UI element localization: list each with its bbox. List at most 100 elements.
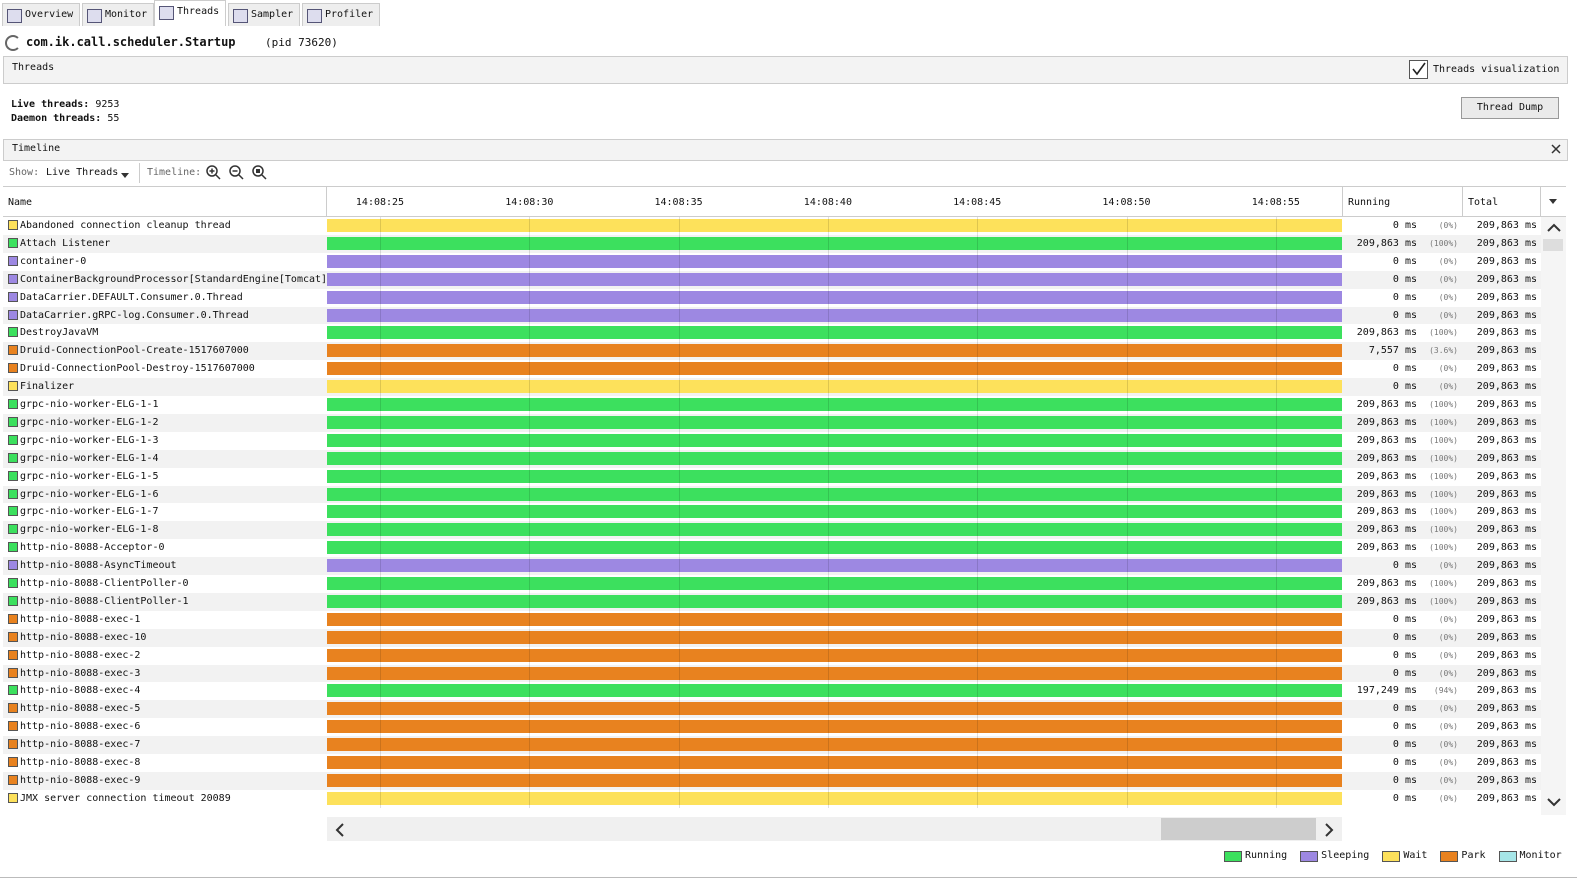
time-grid-line — [977, 252, 979, 271]
thread-row: http-nio-8088-exec-5 0 ms (0%) 209,863 ms — [3, 700, 1541, 719]
app-name: com.ik.call.scheduler.Startup — [26, 35, 236, 49]
time-grid-line — [380, 646, 381, 665]
legend-swatch — [1300, 851, 1319, 862]
loading-icon — [5, 35, 21, 51]
time-grid-line — [529, 646, 531, 665]
time-grid-line — [380, 575, 381, 593]
state-swatch — [8, 220, 18, 230]
time-grid-line — [977, 503, 979, 522]
time-grid-line — [678, 252, 680, 271]
timeline-bar — [327, 362, 1342, 376]
timeline-bar — [327, 648, 1342, 662]
show-dropdown[interactable]: Live Threads — [46, 167, 130, 178]
time-grid-line — [529, 557, 531, 576]
daemon-label: Daemon threads: — [11, 113, 102, 124]
total-time: 209,863 ms — [1476, 774, 1537, 786]
state-swatch — [8, 488, 18, 499]
time-grid-line — [1275, 610, 1277, 629]
scroll-thumb[interactable] — [1161, 818, 1316, 840]
thread-name: Abandoned connection cleanup thread — [20, 220, 231, 231]
zoom-in[interactable] — [206, 165, 221, 180]
time-grid-line — [977, 736, 979, 755]
time-grid-line — [977, 288, 979, 307]
timeline-bar — [327, 219, 1342, 232]
thread-name: DataCarrier.gRPC-log.Consumer.0.Thread — [20, 309, 249, 321]
running-time: 0 ms — [1392, 560, 1417, 572]
horizontal-scrollbar[interactable] — [327, 817, 1342, 841]
time-grid-line — [1275, 467, 1277, 486]
time-grid-line — [1126, 521, 1128, 540]
timeline-bar — [327, 612, 1342, 626]
total-time: 209,863 ms — [1476, 792, 1537, 804]
timeline-bar — [327, 738, 1342, 752]
time-grid-line — [529, 467, 531, 486]
time-grid-line — [529, 234, 531, 253]
vertical-scrollbar[interactable] — [1541, 217, 1566, 815]
close-icon[interactable] — [1551, 144, 1561, 154]
state-swatch — [8, 578, 18, 588]
thread-row: JMX server connection timeout 20089 0 ms (… — [3, 789, 1541, 808]
thread-dump-button[interactable]: Thread Dump — [1461, 97, 1559, 119]
running-percent: (100%) — [1429, 471, 1458, 481]
running-time: 0 ms — [1392, 273, 1417, 285]
timeline-label: Timeline: — [147, 167, 202, 178]
thread-name: http-nio-8088-AsyncTimeout — [20, 560, 177, 572]
total-time: 209,863 ms — [1476, 685, 1537, 697]
timeline-bar — [327, 308, 1342, 322]
scroll-thumb[interactable] — [1543, 239, 1563, 251]
time-grid-line — [827, 789, 829, 808]
time-grid-line — [827, 539, 829, 558]
running-time: 0 ms — [1392, 721, 1417, 733]
total-time: 209,863 ms — [1476, 345, 1537, 357]
time-grid-line — [977, 270, 979, 289]
thread-row: http-nio-8088-exec-3 0 ms (0%) 209,863 ms — [3, 664, 1541, 683]
timeline-bar — [327, 433, 1342, 447]
zoom-out[interactable] — [229, 165, 244, 180]
time-grid-line — [678, 503, 680, 522]
check-mark — [1412, 62, 1426, 76]
tab[interactable]: Threads — [154, 0, 227, 26]
zoom-fit[interactable] — [252, 165, 267, 180]
total-time: 209,863 ms — [1476, 255, 1537, 267]
time-grid-line — [1126, 360, 1128, 379]
time-grid-line — [1275, 664, 1277, 683]
time-grid-line — [678, 342, 680, 361]
time-grid-line — [529, 789, 531, 808]
column-menu[interactable] — [1549, 199, 1557, 208]
running-time: 209,863 ms — [1356, 416, 1417, 428]
tab[interactable]: Overview — [2, 3, 81, 26]
total-time: 209,863 ms — [1476, 488, 1537, 500]
name-column: Name — [8, 197, 33, 208]
thread-row: grpc-nio-worker-ELG-1-2 209,863 ms (100%) 2… — [3, 413, 1541, 432]
time-grid-line — [977, 610, 979, 629]
total-time: 209,863 ms — [1476, 578, 1537, 589]
tab[interactable]: Profiler — [302, 3, 381, 26]
running-percent: (100%) — [1429, 238, 1458, 248]
time-grid-line — [977, 700, 979, 719]
time-grid-line — [678, 234, 680, 253]
time-grid-line — [827, 270, 829, 289]
time-grid-line — [977, 628, 979, 647]
tab[interactable]: Sampler — [228, 3, 301, 26]
running-percent: (100%) — [1429, 435, 1458, 445]
time-grid-line — [827, 217, 829, 235]
time-grid-line — [529, 503, 531, 522]
total-time: 209,863 ms — [1476, 613, 1537, 625]
time-grid-line — [1275, 575, 1277, 593]
time-grid-line — [827, 324, 829, 343]
time-grid-line — [977, 771, 979, 790]
timeline-bar — [327, 254, 1342, 268]
thread-row: Abandoned connection cleanup thread 0 ms (… — [3, 217, 1541, 235]
running-time: 0 ms — [1392, 739, 1417, 751]
visualization-checkbox[interactable] — [1409, 60, 1428, 79]
running-percent: (0%) — [1438, 668, 1458, 678]
time-grid-line — [977, 360, 979, 379]
thread-name: grpc-nio-worker-ELG-1-2 — [20, 416, 159, 428]
time-grid-line — [380, 789, 381, 808]
total-time: 209,863 ms — [1476, 452, 1537, 464]
time-grid-line — [977, 539, 979, 558]
tab[interactable]: Monitor — [82, 3, 155, 26]
time-grid-line — [827, 234, 829, 253]
total-time: 209,863 ms — [1476, 649, 1537, 661]
time-grid-line — [1126, 217, 1128, 235]
